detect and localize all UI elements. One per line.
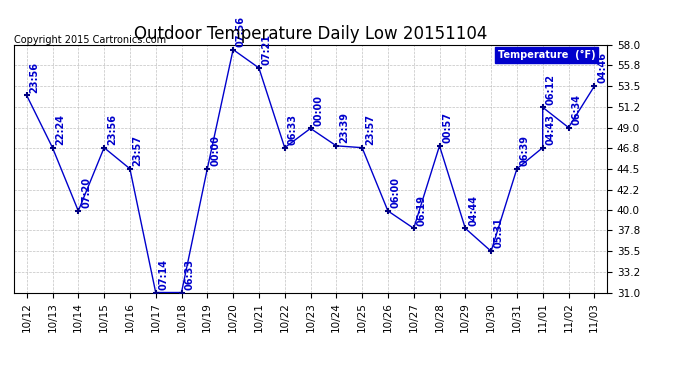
Text: 07:20: 07:20: [81, 177, 91, 208]
Text: 06:19: 06:19: [417, 195, 426, 225]
Text: 23:56: 23:56: [30, 62, 39, 93]
Text: 22:24: 22:24: [55, 114, 66, 145]
Title: Outdoor Temperature Daily Low 20151104: Outdoor Temperature Daily Low 20151104: [134, 26, 487, 44]
Text: 06:34: 06:34: [571, 94, 581, 125]
Text: 05:31: 05:31: [494, 217, 504, 249]
Text: 07:14: 07:14: [159, 259, 168, 290]
Text: 07:21: 07:21: [262, 34, 272, 65]
Text: 06:12: 06:12: [546, 74, 555, 105]
Text: 04:44: 04:44: [468, 195, 478, 225]
Text: 00:00: 00:00: [313, 94, 324, 126]
Text: 06:33: 06:33: [184, 259, 195, 290]
Text: 06:33: 06:33: [288, 114, 297, 145]
Text: 07:56: 07:56: [236, 16, 246, 47]
Text: 00:00: 00:00: [210, 135, 220, 166]
Text: 23:57: 23:57: [132, 135, 143, 166]
Text: 06:39: 06:39: [520, 135, 530, 166]
Text: 00:57: 00:57: [442, 112, 452, 143]
Text: Copyright 2015 Cartronics.com: Copyright 2015 Cartronics.com: [14, 34, 166, 45]
Text: 23:57: 23:57: [365, 114, 375, 145]
Text: 04:46: 04:46: [597, 53, 607, 84]
Text: 06:00: 06:00: [391, 177, 401, 208]
Text: 04:43: 04:43: [546, 114, 555, 145]
Text: 23:56: 23:56: [107, 114, 117, 145]
Text: Temperature  (°F): Temperature (°F): [497, 50, 595, 60]
Text: 23:39: 23:39: [339, 112, 349, 143]
